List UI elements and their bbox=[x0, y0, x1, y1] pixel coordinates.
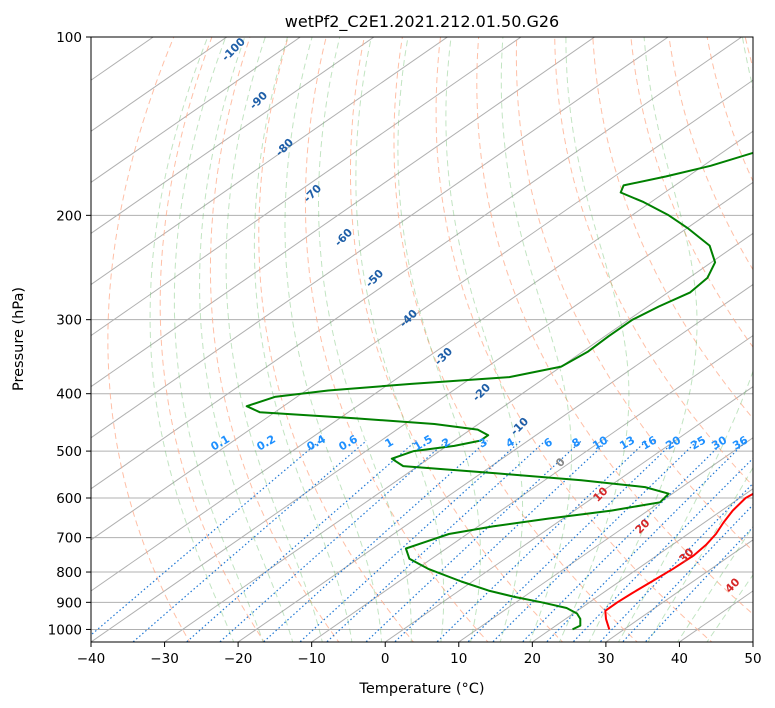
isotherm-gridline bbox=[457, 437, 753, 642]
dry-adiabat bbox=[159, 37, 265, 642]
moist-adiabat bbox=[676, 525, 753, 642]
isotherm-gridline bbox=[91, 79, 753, 541]
x-tick-label: 0 bbox=[381, 651, 390, 667]
isotherm-gridline bbox=[91, 130, 753, 592]
axes: −40 −30 −20 −10 0 10 20 30 40 50 100 200 300 400 500 60… bbox=[48, 30, 762, 667]
moist-adiabat bbox=[355, 37, 445, 642]
x-tick-label: −10 bbox=[297, 651, 326, 667]
mixing-ratio-line bbox=[491, 440, 699, 642]
isotherm-gridline bbox=[91, 37, 375, 235]
dry-adiabat bbox=[630, 37, 753, 348]
mixing-ratio-line bbox=[299, 440, 522, 642]
isotherm-gridline bbox=[310, 334, 753, 642]
isotherm-gridline bbox=[91, 37, 228, 132]
y-axis-title: Pressure (hPa) bbox=[11, 287, 27, 391]
x-tick-label: −30 bbox=[150, 651, 179, 667]
isotherm-gridline bbox=[163, 232, 753, 642]
y-tick-label: 200 bbox=[56, 208, 82, 224]
dewpoint-profile bbox=[245, 151, 753, 631]
moist-adiabat bbox=[588, 37, 698, 642]
gridlines bbox=[91, 37, 753, 642]
y-tick-label: 100 bbox=[56, 30, 82, 46]
plot-area: -100-90-80-70-60-50-40-30-20-100.1 0.2 0.4… bbox=[91, 37, 753, 642]
mixing-ratio-line bbox=[325, 440, 547, 642]
dry-adiabat bbox=[515, 37, 753, 552]
mixing-ratio-line bbox=[521, 440, 726, 642]
isotherm-gridline bbox=[384, 386, 753, 642]
moist-adiabats bbox=[149, 37, 753, 642]
dry-adiabat bbox=[435, 37, 713, 642]
x-tick-label: 30 bbox=[597, 651, 614, 667]
isotherm-gridline bbox=[237, 283, 753, 642]
mixing-ratio-lines bbox=[91, 440, 753, 642]
chart-title: wetPf2_C2E1.2021.212.01.50.G26 bbox=[285, 12, 559, 32]
mixing-ratio-line bbox=[545, 440, 748, 642]
plot-frame bbox=[90, 36, 754, 643]
y-tick-label: 700 bbox=[56, 531, 82, 547]
moist-adiabat bbox=[225, 37, 323, 642]
dry-adiabat bbox=[350, 37, 564, 642]
y-tick-label: 600 bbox=[56, 491, 82, 507]
isotherm-gridline bbox=[605, 539, 753, 642]
mixing-ratio-line bbox=[467, 440, 676, 642]
mixing-ratio-line bbox=[262, 440, 488, 642]
x-tick-label: 20 bbox=[524, 651, 541, 667]
x-tick-label: −20 bbox=[224, 651, 253, 667]
y-tick-label: 500 bbox=[56, 444, 82, 460]
x-tick-label: 10 bbox=[450, 651, 467, 667]
x-axis-title: Temperature (°C) bbox=[358, 681, 484, 697]
y-tick-label: 800 bbox=[56, 565, 82, 581]
y-tick-label: 400 bbox=[56, 387, 82, 403]
mixing-ratio-line bbox=[644, 526, 753, 642]
mixing-ratio-line bbox=[365, 440, 583, 642]
dry-adiabat bbox=[209, 37, 340, 642]
moist-adiabat bbox=[284, 37, 383, 642]
mixing-ratio-line bbox=[621, 504, 753, 642]
plot-background bbox=[91, 37, 753, 642]
moist-adiabat bbox=[445, 37, 524, 642]
x-tick-label: 40 bbox=[671, 651, 688, 667]
x-tick-label: −40 bbox=[77, 651, 106, 667]
moist-adiabat bbox=[253, 37, 353, 642]
y-tick-label: 900 bbox=[56, 595, 82, 611]
dry-adiabat bbox=[476, 37, 753, 615]
moist-adiabat bbox=[706, 574, 753, 642]
x-tick-label: 50 bbox=[744, 651, 761, 667]
isotherm-gridline bbox=[91, 37, 669, 439]
isotherm-gridline bbox=[531, 488, 753, 642]
dry-adiabat bbox=[393, 37, 638, 642]
y-tick-label: 300 bbox=[56, 313, 82, 329]
moist-adiabat bbox=[558, 37, 630, 642]
dry-adiabat bbox=[304, 37, 489, 642]
moist-adiabat bbox=[317, 37, 412, 642]
dry-adiabat bbox=[107, 37, 191, 642]
temperature-profile bbox=[604, 492, 753, 630]
mixing-ratio-line bbox=[185, 440, 417, 642]
moist-adiabat bbox=[149, 37, 235, 642]
isotherm-gridline bbox=[91, 37, 522, 337]
isotherm-gridline bbox=[91, 37, 449, 286]
y-tick-label: 1000 bbox=[48, 622, 82, 638]
isotherm-gridline bbox=[91, 37, 302, 183]
moist-adiabat bbox=[173, 37, 264, 642]
isotherm-gridline bbox=[91, 37, 596, 388]
mixing-ratio-line bbox=[218, 440, 448, 642]
dry-adiabats bbox=[107, 37, 753, 642]
isotherm-gridline bbox=[91, 181, 753, 642]
isotherm-gridline bbox=[91, 37, 743, 490]
dry-adiabat bbox=[258, 37, 415, 642]
dry-adiabat bbox=[592, 37, 753, 420]
profile-lines bbox=[245, 151, 753, 631]
mixing-ratio-line bbox=[132, 440, 367, 642]
moist-adiabat bbox=[199, 37, 294, 642]
moist-adiabat bbox=[647, 466, 753, 642]
